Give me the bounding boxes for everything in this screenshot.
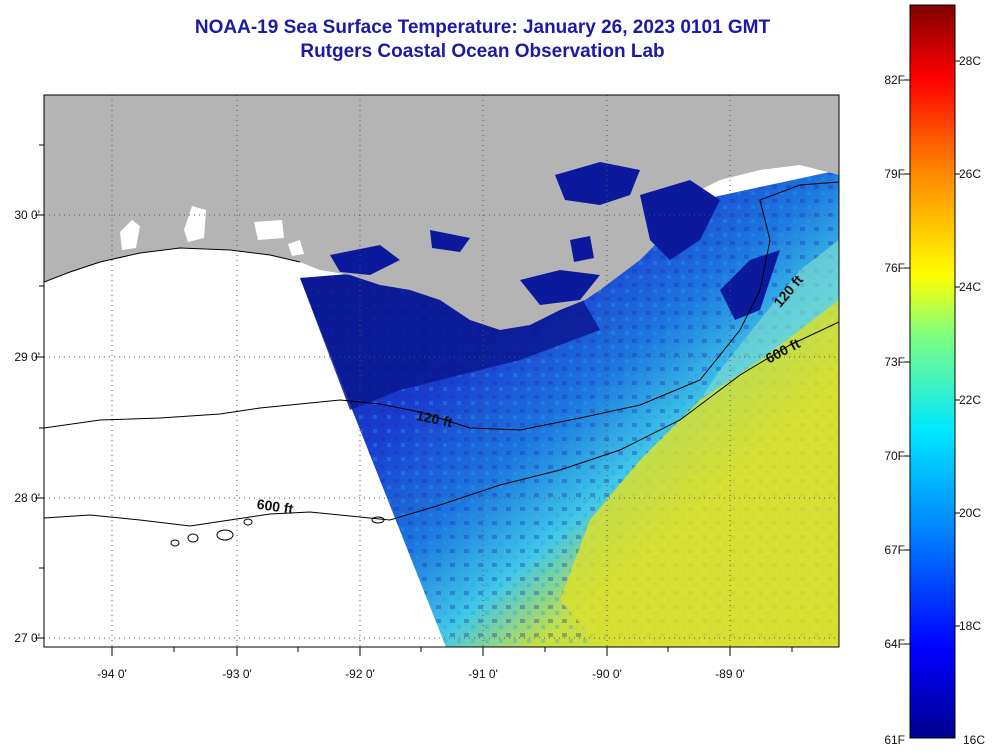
lat-label-30: 30 0' — [14, 208, 40, 222]
shoals — [170, 516, 385, 547]
contour-120ft — [44, 181, 839, 431]
lat-label-27: 27 0' — [14, 631, 40, 645]
colorbar-label-f: 64F — [884, 637, 905, 651]
colorbar-label-c: 18C — [959, 619, 982, 633]
contour-600ft — [44, 321, 839, 527]
colorbar-label-f: 67F — [884, 543, 905, 557]
colorbar-ticks — [904, 60, 960, 645]
axis-ticks — [35, 144, 793, 656]
contour-label-120-west: 120 ft — [415, 407, 454, 430]
lon-label-91: -91 0' — [468, 667, 498, 681]
lon-label-92: -92 0' — [345, 667, 375, 681]
colorbar-label-f: 79F — [884, 167, 905, 181]
graticule — [44, 95, 839, 647]
lon-label-89: -89 0' — [715, 667, 745, 681]
colorbar-label-f: 70F — [884, 449, 905, 463]
colorbar-label-c: 16C — [963, 733, 986, 747]
lat-label-29: 29 0' — [14, 350, 40, 364]
map-area — [44, 95, 839, 647]
map-frame — [43, 94, 840, 648]
contour-label-600-west: 600 ft — [256, 496, 295, 517]
lon-label-94: -94 0' — [97, 667, 127, 681]
map-subtitle: Rutgers Coastal Ocean Observation Lab — [300, 41, 665, 62]
colorbar-label-f: 82F — [884, 73, 905, 87]
lon-label-90: -90 0' — [592, 667, 622, 681]
lat-label-28: 28 0' — [14, 491, 40, 505]
colorbar-label-c: 22C — [959, 393, 982, 407]
land — [44, 95, 839, 330]
colorbar-label-c: 26C — [959, 167, 982, 181]
warm-water — [560, 300, 839, 647]
colorbar-label-c: 28C — [959, 54, 982, 68]
colorbar-label-c: 20C — [959, 506, 982, 520]
map-title: NOAA-19 Sea Surface Temperature: January… — [194, 17, 771, 38]
colorbar-label-f: 61F — [884, 733, 905, 747]
colorbar-label-c: 24C — [959, 280, 982, 294]
lon-label-93: -93 0' — [222, 667, 252, 681]
colorbar-label-f: 73F — [884, 355, 905, 369]
colorbar-label-f: 76F — [884, 261, 905, 275]
colorbar — [909, 4, 956, 739]
